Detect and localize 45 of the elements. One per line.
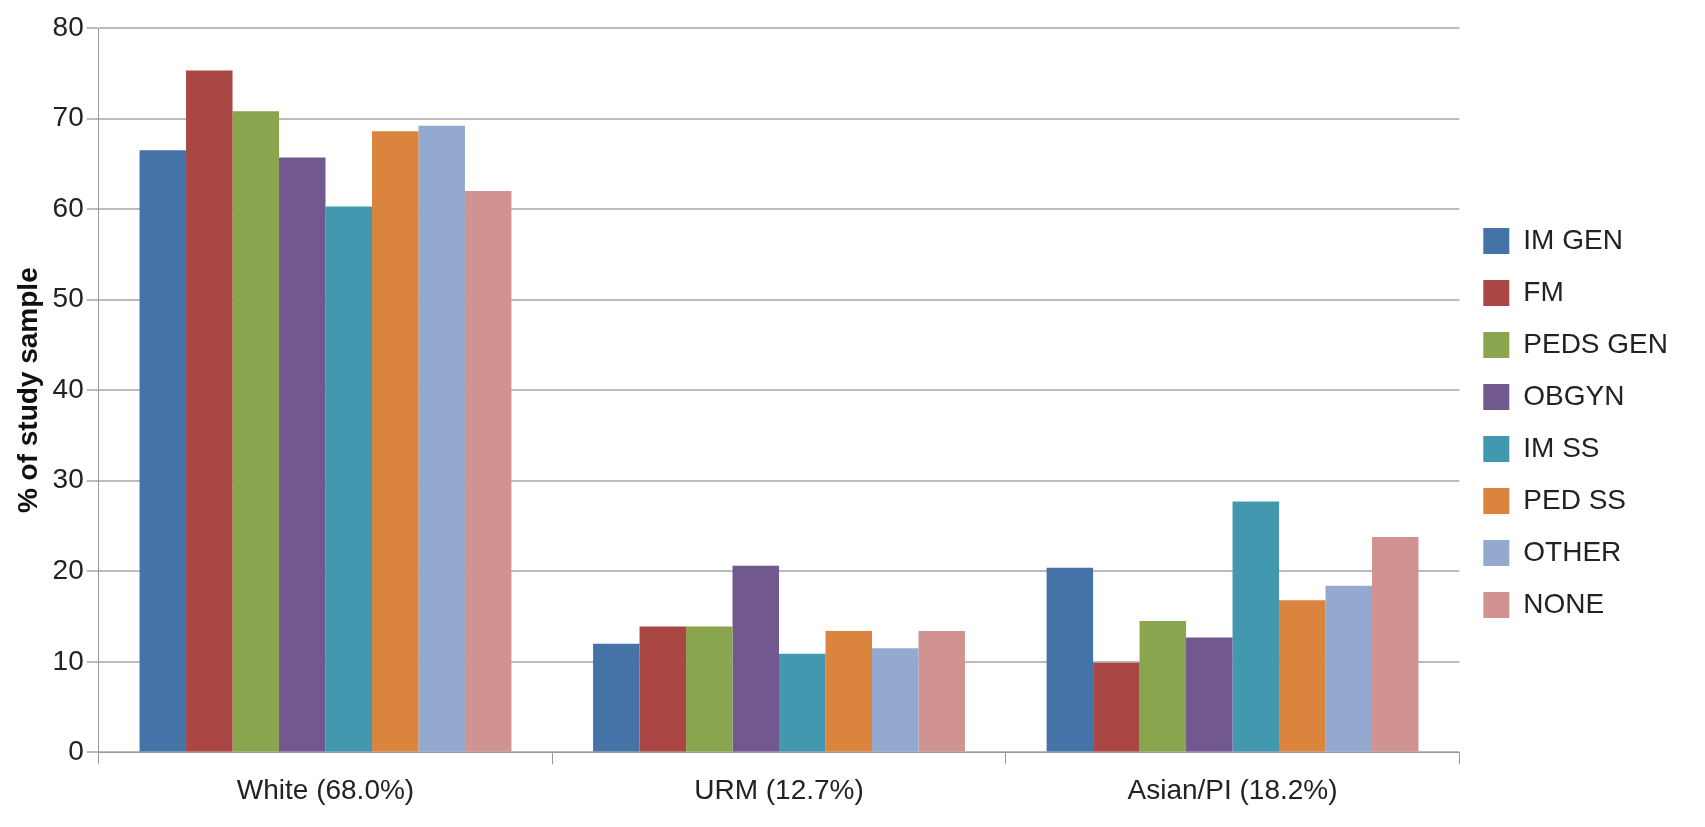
bar [686, 626, 733, 752]
y-tick-label: 70 [52, 101, 84, 133]
bar [825, 631, 872, 752]
bar [732, 565, 780, 752]
y-axis-title: % of study sample [11, 267, 43, 514]
bar [1325, 585, 1372, 752]
bar [871, 648, 919, 752]
bar [593, 643, 640, 752]
bar [232, 111, 280, 752]
legend-label: OBGYN [1523, 379, 1625, 411]
y-tick-label: 80 [52, 10, 84, 42]
y-tick-label: 10 [52, 644, 84, 676]
x-tick-label: White (68.0%) [236, 773, 415, 805]
legend-label: FM [1523, 275, 1564, 307]
bar [779, 653, 826, 752]
legend-label: PEDS GEN [1523, 327, 1668, 359]
legend-label: NONE [1523, 587, 1605, 619]
bar [371, 131, 419, 752]
bar [1093, 662, 1140, 752]
bar [1139, 621, 1187, 752]
bar [1372, 536, 1419, 752]
bar [639, 626, 687, 752]
y-tick-label: 0 [68, 735, 84, 767]
legend-label: IM GEN [1523, 223, 1623, 255]
x-tick-label: URM (12.7%) [694, 773, 864, 805]
y-tick-label: 30 [52, 463, 84, 495]
bar [1046, 567, 1094, 752]
legend-label: PED SS [1523, 483, 1626, 515]
bar [1279, 600, 1326, 752]
legend-label: OTHER [1523, 535, 1622, 567]
bar [918, 631, 965, 752]
bar [418, 125, 465, 752]
y-tick-label: 40 [52, 372, 84, 404]
x-tick-label: Asian/PI (18.2%) [1127, 773, 1338, 805]
y-tick-label: 20 [52, 554, 84, 586]
y-tick-label: 60 [52, 191, 84, 223]
bar [325, 206, 372, 752]
bar [279, 157, 326, 752]
bar [186, 70, 233, 752]
y-tick-label: 50 [52, 282, 84, 314]
bar [1232, 501, 1280, 752]
legend-label: IM SS [1523, 431, 1600, 463]
bar [139, 150, 187, 752]
bar [464, 190, 512, 752]
bar [1186, 637, 1233, 752]
